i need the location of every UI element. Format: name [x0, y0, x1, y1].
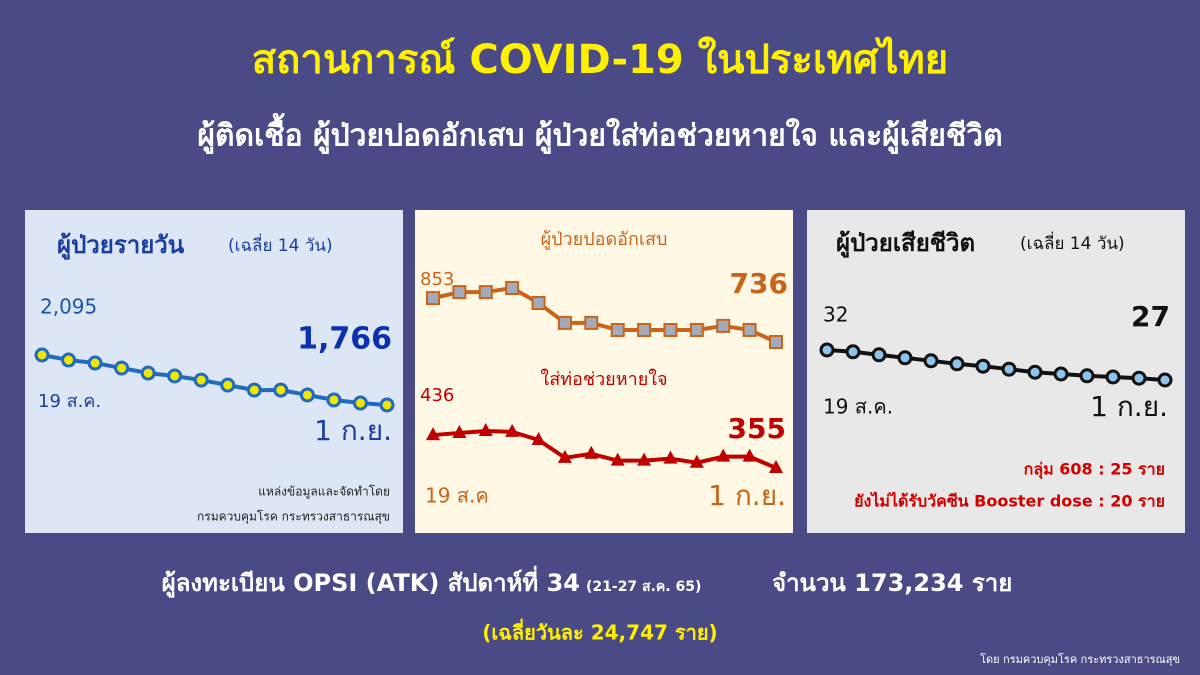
marker [637, 452, 652, 466]
marker [557, 315, 572, 330]
note: กลุ่ม 608 : 25 ราย [1024, 460, 1165, 480]
marker [299, 387, 315, 403]
x-label: 19 ส.ค. [38, 391, 101, 412]
x-label: 19 ส.ค [425, 484, 489, 508]
note: แหล่งข้อมูลและจัดทำโดย [258, 485, 390, 500]
marker [1001, 361, 1017, 377]
marker [975, 358, 991, 374]
x-label: 1 ก.ย. [1090, 390, 1168, 423]
marker [531, 431, 546, 445]
marker [114, 360, 130, 376]
marker [34, 347, 50, 363]
marker [220, 377, 236, 393]
marker [193, 372, 209, 388]
series-label: ใส่ท่อช่วยหายใจ [540, 368, 667, 390]
marker [949, 356, 965, 372]
average: (เฉลี่ยวันละ 24,747 ราย) [482, 618, 717, 645]
marker [87, 355, 103, 371]
chart-title: ผู้ป่วยรายวัน [57, 231, 185, 260]
value-label: 355 [728, 412, 786, 445]
marker [689, 323, 704, 337]
panel [415, 210, 793, 533]
subtitle: ผู้ติดเชื้อ ผู้ป่วยปอดอักเสบ ผู้ป่วยใส่ท… [197, 113, 1002, 155]
marker [1079, 368, 1095, 384]
marker [663, 323, 678, 337]
x-label: 19 ส.ค. [823, 395, 893, 419]
marker [505, 281, 520, 295]
marker [897, 350, 913, 366]
chart-subtitle: (เฉลี่ย 14 วัน) [228, 233, 333, 256]
marker [352, 395, 368, 411]
panel [807, 210, 1185, 533]
marker [478, 423, 493, 436]
marker [61, 352, 77, 368]
marker [426, 427, 440, 441]
marker [923, 353, 939, 369]
marker [637, 323, 652, 337]
marker [1157, 372, 1173, 388]
marker [531, 296, 546, 310]
marker [716, 318, 731, 333]
chart-subtitle: (เฉลี่ย 14 วัน) [1020, 231, 1125, 254]
marker [819, 342, 835, 358]
marker [326, 392, 342, 408]
chart-title: ผู้ป่วยเสียชีวิต [836, 229, 975, 258]
marker [742, 448, 757, 462]
panel [25, 210, 403, 533]
marker [663, 450, 678, 464]
marker [769, 460, 783, 473]
marker [871, 347, 887, 363]
marker [584, 315, 599, 330]
marker [769, 335, 783, 349]
marker [1105, 369, 1121, 385]
marker [584, 445, 599, 459]
marker [426, 291, 440, 306]
marker [478, 285, 493, 300]
marker [452, 425, 467, 439]
marker [610, 452, 625, 466]
period: (21-27 ส.ค. 65) [586, 579, 701, 595]
marker [505, 423, 520, 437]
total: จำนวน 173,234 ราย [772, 569, 1012, 597]
marker [1027, 364, 1043, 380]
note: กรมควบคุมโรค กระทรวงสาธารณสุข [197, 510, 390, 525]
value-label: 32 [823, 303, 848, 327]
marker [845, 344, 861, 360]
marker [273, 382, 289, 398]
value-label: 436 [420, 385, 454, 406]
marker [379, 397, 395, 413]
registration: ผู้ลงทะเบียน OPSI (ATK) สัปดาห์ที่ 34 [162, 565, 580, 598]
marker [246, 382, 262, 398]
series-label: ผู้ป่วยปอดอักเสบ [541, 229, 668, 250]
marker [557, 449, 572, 463]
marker [689, 454, 704, 468]
marker [716, 448, 731, 462]
title: สถานการณ์ COVID-19 ในประเทศไทย [252, 36, 948, 83]
value-label: 27 [1131, 300, 1170, 333]
value-label: 2,095 [40, 295, 97, 319]
value-label: 1,766 [297, 322, 392, 357]
x-label: 1 ก.ย. [314, 414, 392, 447]
note: ยังไม่ได้รับวัคซีน Booster dose : 20 ราย [854, 492, 1165, 511]
marker [452, 285, 467, 300]
marker [140, 365, 156, 381]
credit: โดย กรมควบคุมโรค กระทรวงสาธารณสุข [980, 652, 1180, 666]
x-label: 1 ก.ย. [708, 479, 786, 512]
marker [742, 323, 757, 337]
marker [1053, 366, 1069, 382]
value-label: 853 [420, 269, 454, 290]
marker [167, 368, 183, 384]
marker [610, 323, 625, 337]
value-label: 736 [730, 267, 788, 300]
marker [1131, 370, 1147, 386]
